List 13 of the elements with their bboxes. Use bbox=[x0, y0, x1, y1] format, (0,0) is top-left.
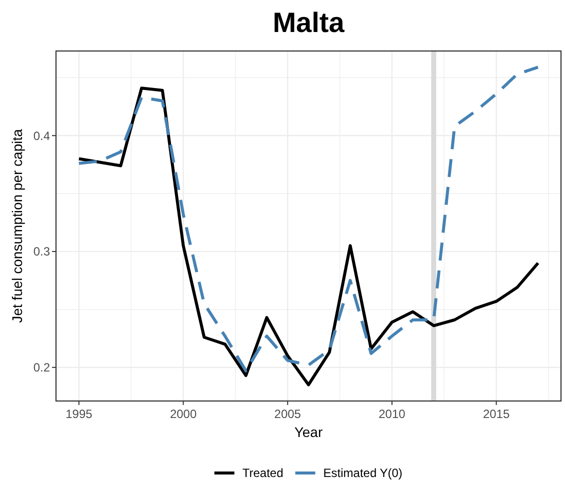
x-tick-label: 1995 bbox=[66, 407, 93, 421]
y-tick-label: 0.3 bbox=[33, 244, 50, 259]
x-tick-label: 2000 bbox=[170, 407, 197, 421]
y-tick-label: 0.2 bbox=[33, 360, 50, 375]
y-axis-title: Jet fuel consumption per capita bbox=[9, 128, 25, 323]
y-tick-label: 0.4 bbox=[33, 128, 50, 143]
chart-title: Malta bbox=[272, 7, 345, 38]
x-tick-label: 2015 bbox=[482, 407, 510, 421]
x-tick-label: 2005 bbox=[274, 407, 302, 421]
x-tick-label: 2010 bbox=[378, 407, 406, 421]
legend-label: Estimated Y(0) bbox=[323, 466, 402, 480]
legend-label: Treated bbox=[242, 466, 284, 480]
x-axis-title: Year bbox=[294, 424, 323, 440]
